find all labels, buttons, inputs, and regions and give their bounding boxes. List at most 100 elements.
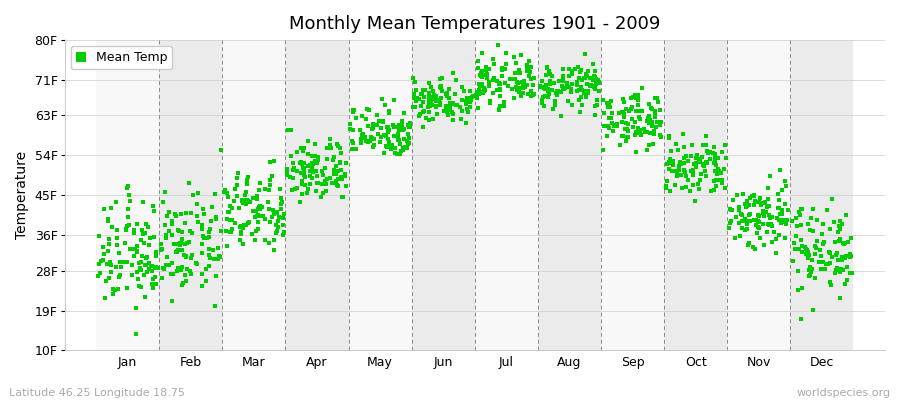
Point: [562, 73, 576, 80]
Point: [400, 145, 414, 151]
Point: [526, 74, 541, 81]
Point: [745, 244, 760, 250]
Point: [509, 84, 524, 90]
Point: [154, 241, 168, 248]
Point: [575, 87, 590, 93]
Point: [631, 125, 645, 132]
Point: [148, 252, 163, 259]
Point: [435, 74, 449, 81]
Point: [587, 84, 601, 90]
Point: [294, 191, 309, 197]
Point: [318, 165, 332, 172]
Point: [144, 263, 158, 270]
Point: [295, 160, 310, 167]
Point: [801, 221, 815, 227]
Point: [761, 222, 776, 228]
Point: [225, 216, 239, 223]
Point: [122, 198, 137, 204]
Point: [202, 252, 216, 259]
Point: [494, 67, 508, 74]
Point: [228, 219, 242, 226]
Point: [786, 258, 800, 264]
Point: [829, 267, 843, 273]
Point: [170, 247, 184, 253]
Point: [310, 157, 325, 164]
Point: [274, 195, 288, 202]
Point: [248, 227, 263, 234]
Point: [280, 166, 294, 172]
Bar: [664, 40, 727, 350]
Point: [708, 162, 723, 168]
Point: [171, 265, 185, 272]
Point: [562, 98, 576, 104]
Point: [459, 106, 473, 112]
Point: [439, 90, 454, 97]
Point: [646, 128, 661, 134]
Point: [778, 221, 793, 227]
Point: [126, 226, 140, 233]
Point: [328, 163, 343, 169]
Point: [832, 236, 847, 242]
Point: [418, 94, 432, 100]
Point: [335, 176, 349, 182]
Point: [120, 284, 134, 291]
Point: [464, 104, 478, 110]
Point: [145, 281, 159, 288]
Point: [266, 247, 281, 254]
Point: [769, 236, 783, 242]
Point: [441, 112, 455, 118]
Point: [758, 200, 772, 207]
Point: [472, 90, 486, 97]
Point: [213, 147, 228, 154]
Point: [401, 131, 416, 138]
Point: [432, 97, 446, 103]
Point: [582, 83, 597, 90]
Point: [315, 172, 329, 178]
Point: [588, 103, 602, 109]
Point: [220, 216, 235, 222]
Point: [751, 199, 765, 205]
Point: [308, 158, 322, 164]
Point: [604, 110, 618, 116]
Point: [562, 84, 576, 90]
Point: [446, 100, 460, 106]
Point: [245, 230, 259, 237]
Point: [541, 86, 555, 92]
Point: [508, 54, 522, 60]
Point: [624, 106, 638, 112]
Point: [692, 158, 706, 165]
Point: [426, 116, 440, 122]
Point: [372, 118, 386, 124]
Point: [609, 123, 624, 129]
Point: [450, 102, 464, 108]
Point: [182, 179, 196, 186]
Point: [519, 65, 534, 72]
Point: [776, 216, 790, 223]
Point: [572, 96, 587, 103]
Point: [184, 210, 198, 216]
Point: [472, 82, 487, 89]
Point: [376, 132, 391, 138]
Point: [572, 108, 587, 115]
Point: [775, 211, 789, 217]
Point: [733, 233, 747, 239]
Point: [270, 209, 284, 215]
Point: [654, 134, 669, 140]
Point: [511, 80, 526, 86]
Point: [624, 95, 638, 102]
Point: [290, 185, 304, 191]
Point: [678, 169, 692, 176]
Point: [806, 228, 820, 234]
Point: [349, 146, 364, 153]
Point: [590, 76, 605, 83]
Point: [176, 247, 190, 254]
Point: [217, 189, 231, 196]
Point: [297, 160, 311, 166]
Point: [133, 267, 148, 273]
Point: [142, 242, 157, 248]
Point: [446, 117, 460, 123]
Point: [458, 98, 473, 104]
Point: [526, 81, 540, 88]
Point: [801, 255, 815, 262]
Point: [631, 96, 645, 102]
